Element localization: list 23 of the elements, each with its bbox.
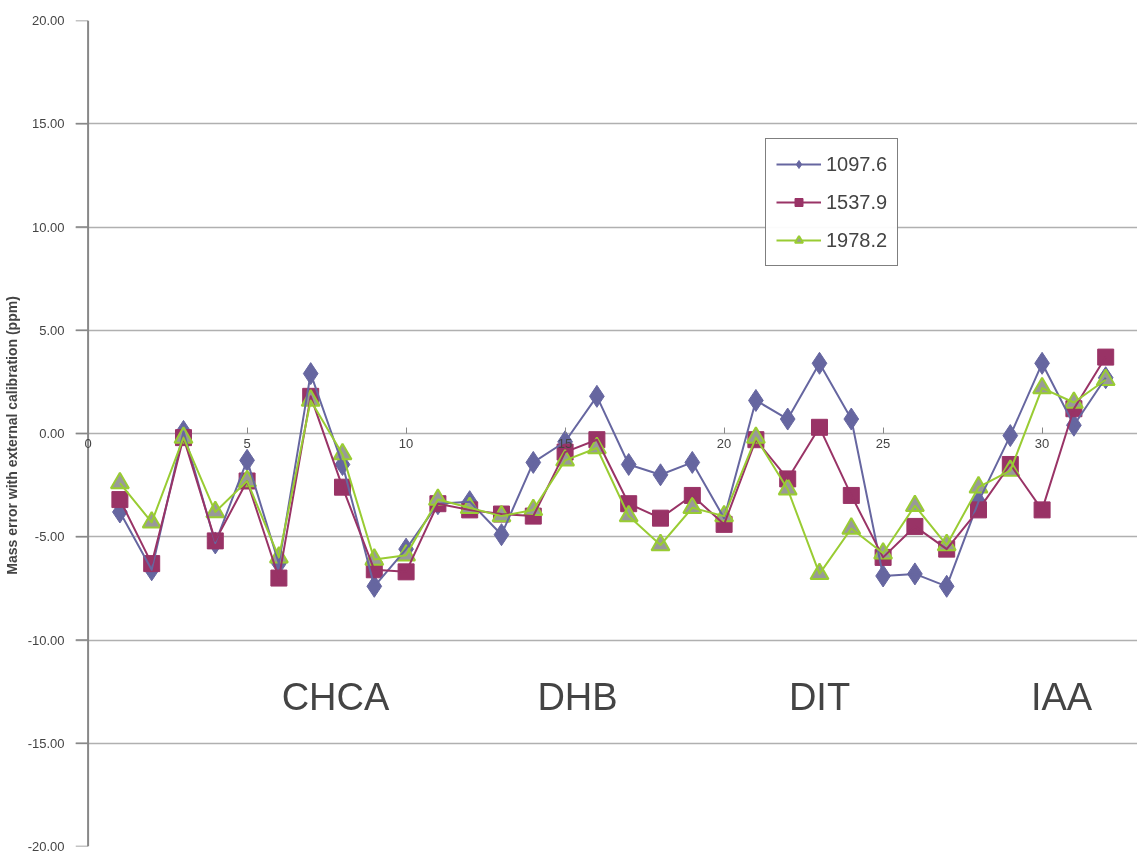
y-tick-label: -15.00: [27, 735, 65, 751]
y-tick-label: 0.00: [39, 426, 65, 441]
annotation: IAA: [1030, 675, 1093, 718]
y-tick-label: -20.00: [27, 839, 65, 851]
annotation: CHCA: [281, 675, 390, 718]
x-tick-label: 5: [243, 435, 251, 451]
legend-label: 1097.6: [826, 151, 888, 177]
y-tick-label: 10.00: [31, 219, 65, 235]
y-tick-label: 15.00: [31, 116, 65, 132]
x-tick-label: 10: [398, 435, 414, 451]
y-axis-title: Mass error with external calibration (ppm): [3, 296, 20, 575]
y-tick-label: 5.00: [39, 322, 65, 338]
y-tick-label: -10.00: [27, 632, 65, 648]
x-tick-label: 30: [1034, 435, 1050, 451]
legend-label: 1537.9: [826, 189, 888, 215]
x-tick-label: 25: [875, 435, 891, 451]
x-tick-label: 20: [716, 435, 732, 451]
y-tick-label: 20.00: [31, 13, 65, 28]
annotation: DHB: [537, 675, 618, 718]
x-tick-label: 15: [557, 435, 573, 451]
annotation: DIT: [788, 675, 851, 718]
y-tick-label: -5.00: [34, 529, 65, 545]
legend-label: 1978.2: [826, 227, 888, 253]
